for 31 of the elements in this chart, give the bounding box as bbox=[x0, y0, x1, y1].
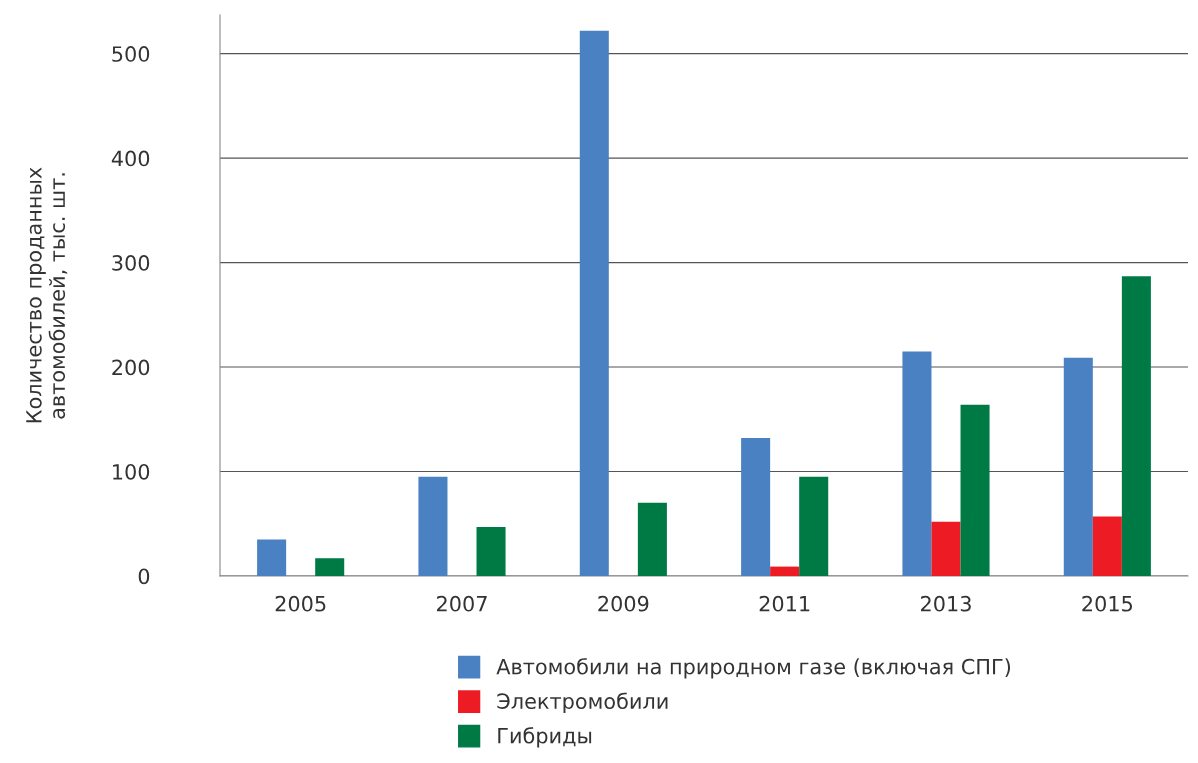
bar bbox=[799, 476, 829, 576]
x-tick-label: 2013 bbox=[921, 595, 971, 612]
x-tick-label: 2007 bbox=[437, 595, 487, 612]
y-tick-label: 100 bbox=[113, 463, 150, 480]
y-tick-label: 300 bbox=[112, 255, 150, 271]
bar bbox=[418, 476, 448, 576]
y-tick-label: 200 bbox=[112, 359, 150, 376]
bar bbox=[257, 539, 287, 576]
bar bbox=[770, 566, 800, 576]
legend-label: Гибриды bbox=[498, 727, 592, 748]
bar bbox=[741, 438, 771, 576]
y-tick-label: 500 bbox=[112, 46, 150, 62]
bar bbox=[960, 404, 990, 576]
legend-label: Электромобили bbox=[497, 692, 668, 714]
bar bbox=[931, 521, 961, 576]
y-axis-title: Количество проданных автомобилей, тыс. шт. bbox=[26, 167, 68, 423]
bar bbox=[1121, 276, 1151, 576]
bar bbox=[637, 502, 667, 576]
y-tick-label: 400 bbox=[111, 150, 150, 167]
legend-label: Автомобили на природном газе (включая СПГ) bbox=[496, 657, 1011, 679]
bar bbox=[476, 526, 506, 576]
y-tick-label: 0 bbox=[138, 568, 150, 585]
bar bbox=[902, 351, 932, 576]
x-tick-label: 2005 bbox=[275, 595, 326, 612]
bar bbox=[315, 558, 345, 576]
x-tick-label: 2015 bbox=[1082, 595, 1133, 612]
bar bbox=[1063, 357, 1093, 576]
bar bbox=[1092, 516, 1122, 576]
bar bbox=[579, 30, 609, 576]
x-tick-label: 2009 bbox=[598, 595, 649, 612]
x-tick-label: 2011 bbox=[759, 595, 810, 612]
